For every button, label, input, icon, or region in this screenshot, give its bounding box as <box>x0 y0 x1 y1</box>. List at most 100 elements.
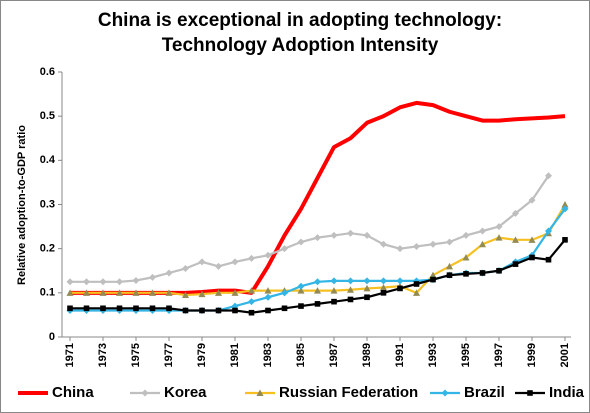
marker <box>99 289 107 296</box>
marker <box>116 305 123 312</box>
y-axis-label: Relative adoption-to-GDP ratio <box>16 125 28 285</box>
marker <box>463 271 469 277</box>
marker <box>496 267 502 274</box>
marker <box>479 227 486 235</box>
marker <box>83 305 90 312</box>
marker <box>314 287 321 294</box>
marker <box>248 254 255 262</box>
marker <box>380 277 387 285</box>
marker <box>281 305 288 312</box>
y-tick-label: 0.2 <box>40 243 55 255</box>
marker <box>248 287 255 294</box>
legend-marker <box>141 389 149 397</box>
marker <box>297 287 305 294</box>
x-tick-label: 1977 <box>163 343 175 367</box>
marker <box>314 234 321 242</box>
y-tick-label: 0.4 <box>40 154 56 166</box>
marker <box>248 298 255 306</box>
x-tick-label: 1971 <box>64 343 76 367</box>
marker <box>298 303 304 309</box>
x-tick-label: 1995 <box>460 343 472 367</box>
marker <box>561 205 569 213</box>
y-tick-label: 0 <box>49 331 55 343</box>
x-tick-label: 1979 <box>196 343 208 367</box>
marker <box>396 245 404 253</box>
marker <box>528 236 536 243</box>
marker <box>347 229 354 237</box>
marker <box>413 242 420 250</box>
marker <box>116 278 123 286</box>
x-tick-label: 1997 <box>493 343 505 367</box>
marker <box>561 201 569 208</box>
marker <box>545 256 552 263</box>
marker <box>528 196 536 204</box>
marker <box>512 236 519 243</box>
marker <box>264 251 272 259</box>
marker <box>347 296 354 303</box>
y-tick-label: 0.1 <box>40 287 55 299</box>
x-tick-label: 2001 <box>559 343 571 367</box>
marker <box>331 298 337 305</box>
marker <box>265 307 271 314</box>
marker <box>314 301 321 307</box>
marker <box>413 289 420 296</box>
x-tick-label: 1987 <box>328 343 340 367</box>
marker <box>149 289 156 296</box>
marker <box>231 258 239 266</box>
marker <box>198 290 206 298</box>
x-tick-label: 1993 <box>427 343 439 367</box>
x-tick-label: 1991 <box>394 343 406 367</box>
marker <box>199 307 205 314</box>
marker <box>132 289 140 296</box>
marker <box>99 278 107 286</box>
legend-label: China <box>52 384 94 401</box>
marker <box>132 276 140 284</box>
legend-label: Russian Federation <box>279 384 418 401</box>
marker <box>297 282 305 290</box>
marker <box>165 289 173 296</box>
marker <box>281 289 288 297</box>
marker <box>248 309 255 316</box>
marker <box>347 286 354 293</box>
marker <box>430 276 436 283</box>
marker <box>512 209 519 217</box>
marker <box>446 262 453 270</box>
marker <box>66 278 74 286</box>
y-tick-label: 0.3 <box>40 198 55 210</box>
marker <box>66 289 74 296</box>
marker <box>100 305 106 312</box>
marker <box>380 284 387 291</box>
marker <box>429 240 437 248</box>
legend-marker <box>256 389 264 396</box>
y-tick-label: 0.6 <box>40 66 55 78</box>
marker <box>512 261 519 267</box>
marker <box>182 291 189 299</box>
marker <box>67 305 73 312</box>
marker <box>397 285 403 292</box>
marker <box>297 238 305 246</box>
legend-label: Korea <box>164 384 207 401</box>
marker <box>380 240 387 248</box>
x-tick-label: 1989 <box>361 343 373 367</box>
marker <box>446 238 453 246</box>
marker <box>545 227 552 235</box>
marker <box>330 231 338 239</box>
legend-marker <box>441 389 449 397</box>
marker <box>83 289 90 296</box>
marker <box>198 258 206 266</box>
marker <box>83 278 90 286</box>
marker <box>545 172 552 180</box>
marker <box>231 289 239 296</box>
marker <box>446 272 453 278</box>
marker <box>562 237 568 243</box>
marker <box>363 231 371 239</box>
marker <box>396 277 404 285</box>
x-tick-label: 1973 <box>97 343 109 367</box>
marker <box>182 265 189 273</box>
x-tick-label: 1985 <box>295 343 307 367</box>
marker <box>215 262 222 270</box>
marker <box>232 307 238 314</box>
marker <box>264 293 272 301</box>
marker <box>166 305 172 312</box>
